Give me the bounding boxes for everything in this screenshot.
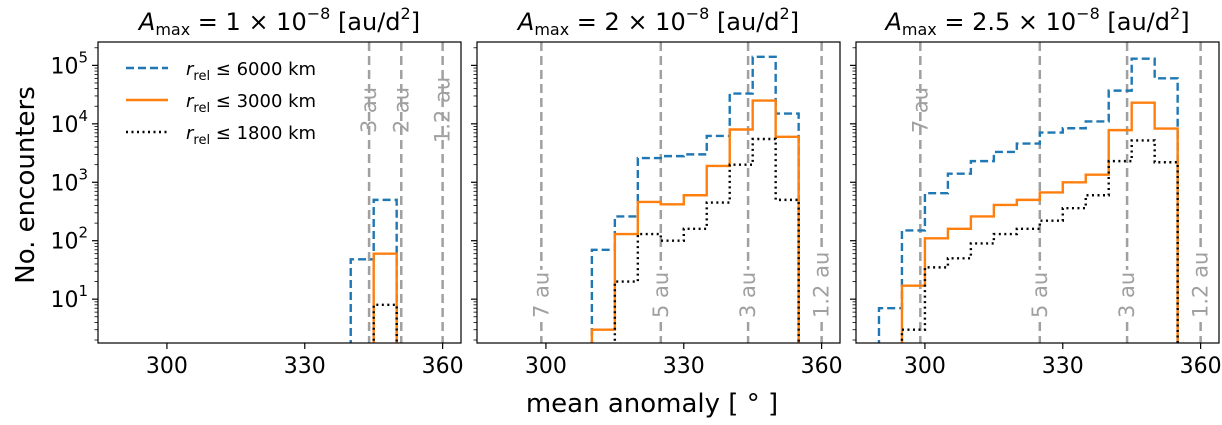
panel-title: Amax = 2 × 10−8 [au/d2]	[516, 4, 799, 39]
series-step-1800	[372, 303, 398, 343]
y-tick-label: 103	[50, 165, 88, 196]
panel-frame	[97, 41, 462, 344]
series-step-1800	[613, 137, 800, 343]
y-axis-label: No. encounters	[11, 86, 41, 284]
x-tick-label: 300	[525, 354, 567, 379]
reference-line-label: 1.2 au	[1189, 252, 1213, 318]
legend-label: rrel ≤ 6000 km	[186, 59, 316, 84]
legend-label: rrel ≤ 3000 km	[186, 91, 316, 116]
x-tick-label: 300	[904, 354, 946, 379]
panel-1: Amax = 1 × 10−8 [au/d2] 3 au 2 au 1.2 au 300…	[50, 4, 463, 379]
y-tick-label: 105	[50, 48, 88, 79]
reference-line-label: 7 au	[529, 272, 553, 318]
reference-line-label: 5 au	[649, 272, 673, 318]
y-tick-label: 104	[50, 107, 88, 138]
reference-line-label: 3 au	[736, 272, 760, 318]
y-tick-label: 102	[50, 224, 88, 255]
legend-item: rrel ≤ 6000 km	[126, 59, 316, 84]
reference-line-label: 7 au	[908, 87, 932, 133]
series-step-3000	[372, 252, 398, 343]
x-tick-label: 330	[284, 354, 326, 379]
y-tick-label: 101	[50, 282, 88, 313]
reference-line-label: 3 au	[1115, 272, 1139, 318]
x-tick-label: 360	[801, 354, 843, 379]
legend-label: rrel ≤ 1800 km	[186, 123, 316, 148]
series-step-6000	[877, 57, 1179, 343]
x-tick-label: 360	[422, 354, 464, 379]
panel-frame	[476, 41, 841, 344]
series-step-3000	[900, 101, 1179, 343]
panels: Amax = 1 × 10−8 [au/d2] 3 au 2 au 1.2 au 300…	[50, 4, 1221, 379]
panel-2: Amax = 2 × 10−8 [au/d2] 7 au 5 au 3 au 1.2 a…	[471, 4, 843, 379]
panel-title: Amax = 2.5 × 10−8 [au/d2]	[883, 4, 1189, 39]
reference-line-label: 2 au	[389, 87, 413, 133]
series-step-6000	[590, 55, 800, 343]
panel-frame	[855, 41, 1220, 344]
panel-title: Amax = 1 × 10−8 [au/d2]	[137, 4, 420, 39]
series-step-6000	[349, 198, 398, 343]
x-tick-label: 300	[146, 354, 188, 379]
reference-line-label: 1.2 au	[431, 77, 455, 143]
series-step-1800	[900, 139, 1179, 343]
x-tick-label: 330	[1042, 354, 1084, 379]
x-tick-label: 330	[663, 354, 705, 379]
panel-3: Amax = 2.5 × 10−8 [au/d2] 7 au 5 au 3 au 1.2…	[850, 4, 1222, 379]
x-axis-label: mean anomaly [ ° ]	[526, 389, 778, 419]
reference-line-label: 5 au	[1028, 272, 1052, 318]
legend: rrel ≤ 6000 km rrel ≤ 3000 km rrel ≤ 1800 …	[126, 59, 316, 148]
reference-line-label: 3 au	[357, 87, 381, 133]
series-step-3000	[590, 99, 800, 343]
x-tick-label: 360	[1180, 354, 1222, 379]
reference-line-label: 1.2 au	[810, 252, 834, 318]
legend-item: rrel ≤ 1800 km	[126, 123, 316, 148]
legend-item: rrel ≤ 3000 km	[126, 91, 316, 116]
